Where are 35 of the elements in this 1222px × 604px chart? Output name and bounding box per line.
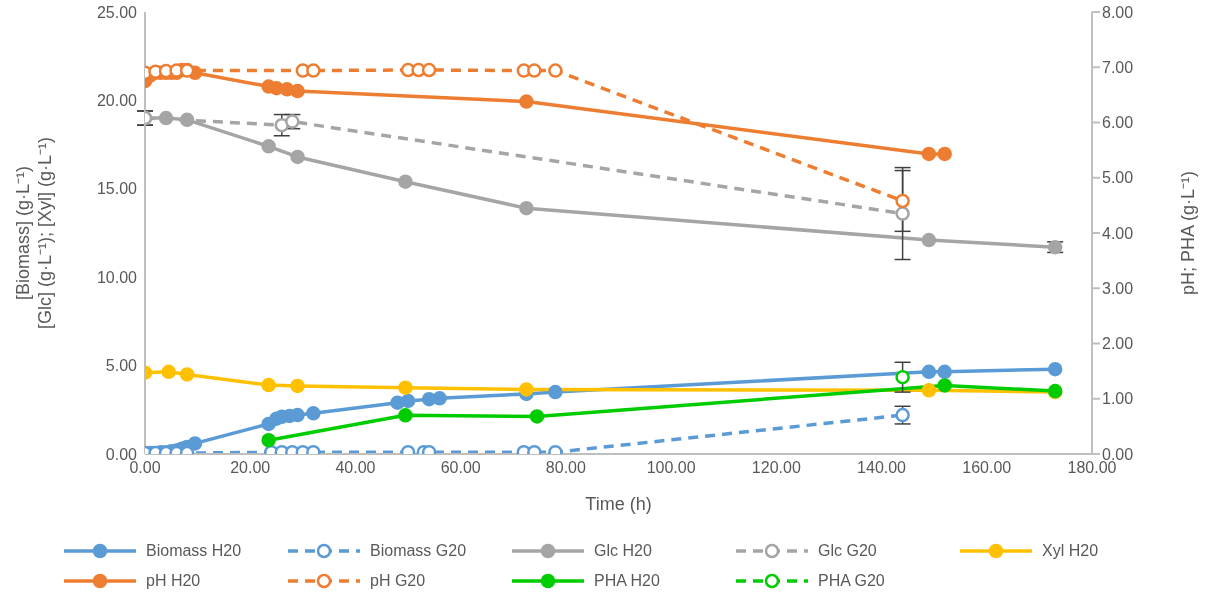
y-tick-label: 15.00 (96, 180, 138, 198)
x-axis-title: Time (h) (585, 494, 652, 514)
legend-label: Biomass H20 (146, 542, 242, 560)
y2-tick-label: 8.00 (1102, 3, 1134, 21)
legend-label: pH G20 (370, 572, 426, 590)
legend-label: PHA G20 (818, 572, 885, 590)
y-tick-label: 25.00 (96, 3, 138, 21)
y2-tick-label: 7.00 (1102, 58, 1134, 76)
y-tick-label: 10.00 (96, 268, 138, 286)
x-tick-label: 80.00 (545, 459, 587, 477)
x-tick-label: 0.00 (129, 459, 161, 477)
legend-label: Glc H20 (594, 542, 652, 560)
x-tick-label: 40.00 (335, 459, 376, 477)
y2-tick-label: 5.00 (1102, 169, 1134, 187)
x-tick-label: 100.00 (646, 459, 696, 477)
legend-label: Xyl H20 (1042, 542, 1099, 560)
legend-label: PHA H20 (594, 572, 660, 590)
y-tick-label: 5.00 (105, 357, 138, 375)
legend-label: Glc G20 (818, 542, 877, 560)
y2-tick-label: 4.00 (1102, 224, 1134, 242)
y2-axis-title: pH; PHA (g·L⁻¹) (1178, 170, 1198, 296)
y2-tick-label: 2.00 (1102, 335, 1134, 353)
x-tick-label: 20.00 (230, 459, 271, 477)
legend-label: Biomass G20 (370, 542, 467, 560)
y-axis-title: [Biomass] (g·L⁻¹) [Glc] (g·L⁻¹); [Xyl] (g·L⁻¹) (13, 136, 55, 330)
y2-tick-label: 1.00 (1102, 390, 1134, 408)
y-tick-label: 20.00 (96, 92, 138, 110)
legend-label: pH H20 (146, 572, 201, 590)
x-tick-label: 60.00 (440, 459, 481, 477)
x-tick-label: 140.00 (857, 459, 907, 477)
y2-tick-label: 3.00 (1102, 279, 1134, 297)
y2-tick-label: 6.00 (1102, 114, 1134, 132)
x-tick-label: 160.00 (962, 459, 1012, 477)
x-tick-label: 180.00 (1067, 459, 1117, 477)
x-tick-label: 120.00 (751, 459, 801, 477)
